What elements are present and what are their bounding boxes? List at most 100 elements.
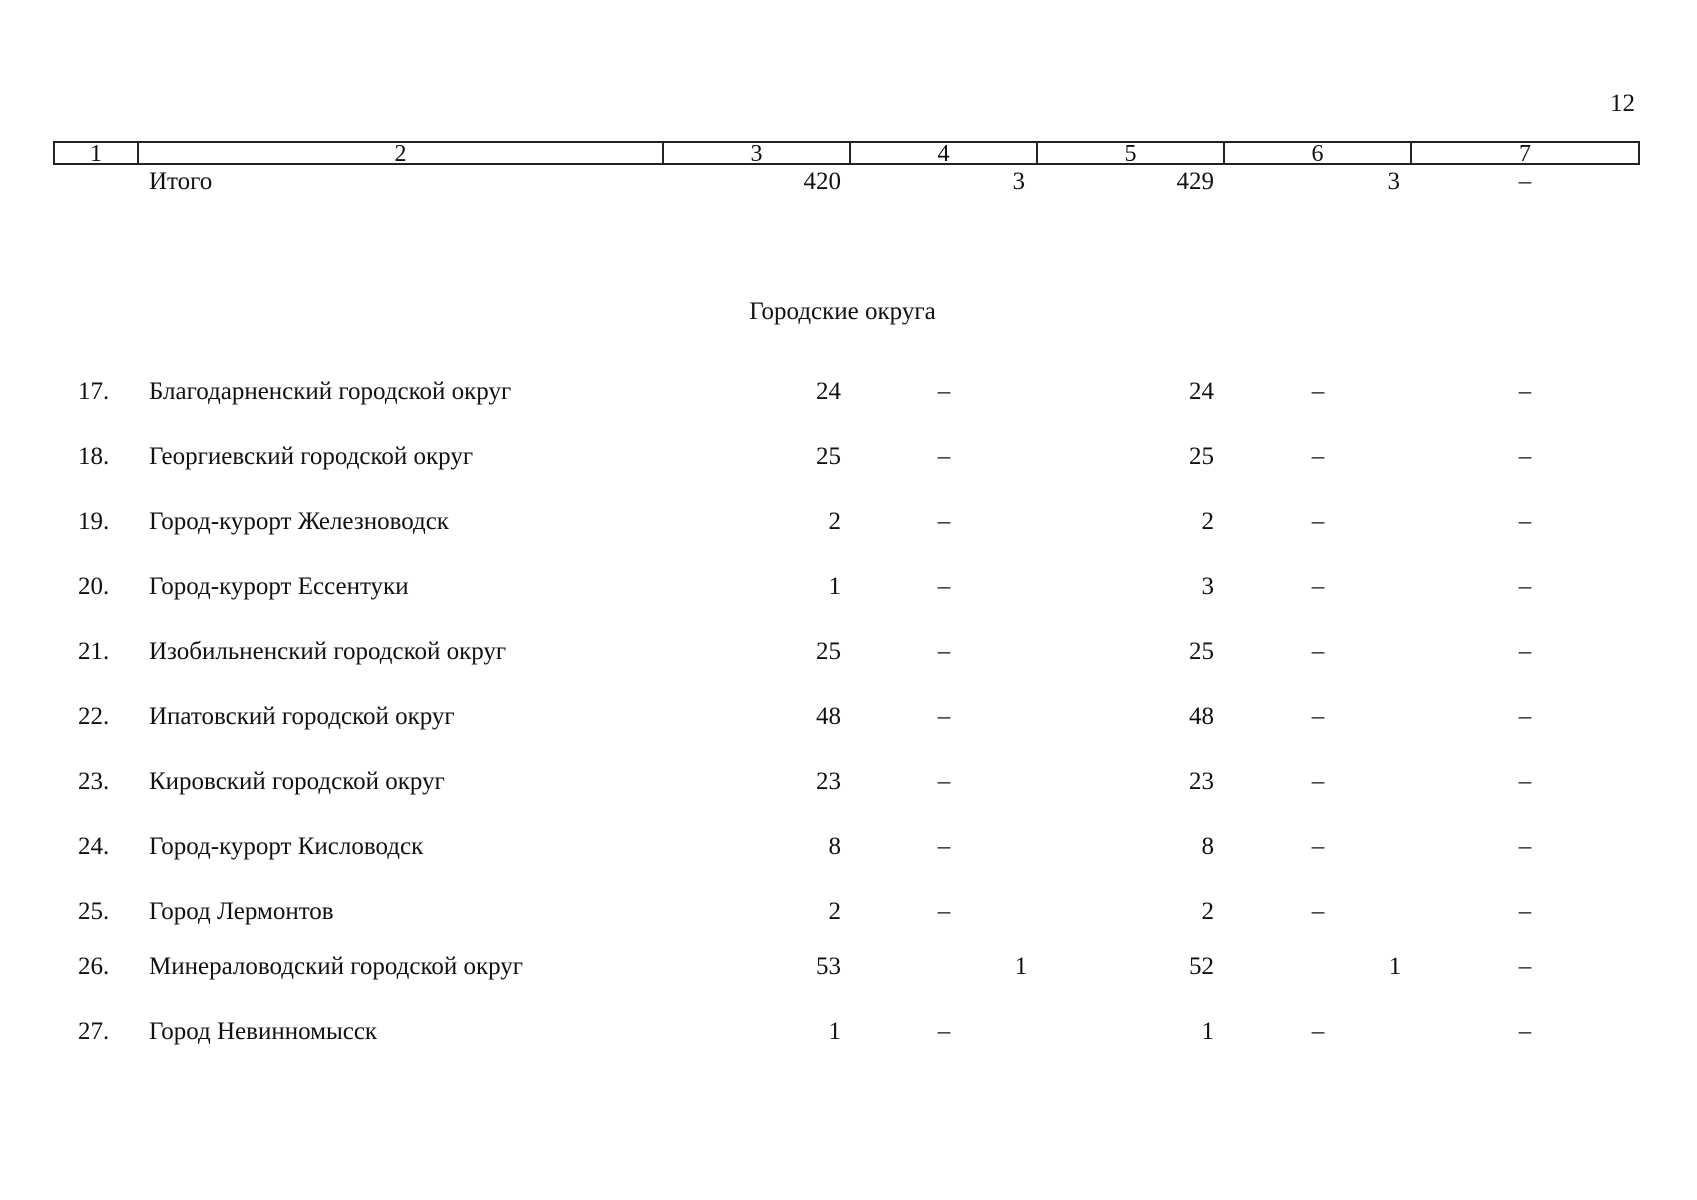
col-4-value: – xyxy=(937,703,951,730)
col-6-value: – xyxy=(1311,898,1325,925)
total-row: Итого 420 3 429 3 – xyxy=(0,168,1697,204)
col-7-value: – xyxy=(1518,898,1532,925)
municipality-name: Город Невинномысск xyxy=(149,1018,378,1045)
col-5-value: 1 xyxy=(1201,1018,1215,1045)
municipality-name: Минераловодский городской округ xyxy=(149,953,524,980)
col-5-value: 8 xyxy=(1201,833,1215,860)
col-4-value: – xyxy=(937,833,951,860)
col-5-value: 48 xyxy=(1189,703,1214,730)
col-7-value: – xyxy=(1518,508,1532,535)
row-number: 23. xyxy=(78,768,110,795)
total-label: Итого xyxy=(149,168,213,195)
col-3-value: 1 xyxy=(828,1018,842,1045)
municipality-name: Георгиевский городской округ xyxy=(149,443,474,470)
col-6-value: – xyxy=(1311,833,1325,860)
col-7-value: – xyxy=(1518,953,1532,980)
col-6-value: 1 xyxy=(1388,953,1402,980)
col-5-value: 23 xyxy=(1189,768,1214,795)
table-row: 22. Ипатовский городской округ 48 – 48 – – xyxy=(0,703,1697,739)
col-5-value: 25 xyxy=(1189,638,1214,665)
col-5-value: 24 xyxy=(1189,378,1214,405)
row-number: 25. xyxy=(78,898,110,925)
col-6-value: – xyxy=(1311,1018,1325,1045)
municipality-name: Изобильненский городской округ xyxy=(149,638,507,665)
col-7-value: – xyxy=(1518,703,1532,730)
header-cell-5: 5 xyxy=(1038,142,1225,166)
header-cell-7: 7 xyxy=(1519,141,1531,167)
table-row: 23. Кировский городской округ 23 – 23 – – xyxy=(0,768,1697,804)
row-number: 21. xyxy=(78,638,110,665)
row-number: 27. xyxy=(78,1018,110,1045)
col-7-value: – xyxy=(1518,768,1532,795)
col-4-value: – xyxy=(937,768,951,795)
total-col-3: 420 xyxy=(803,168,842,195)
section-title: Городские округа xyxy=(0,298,1697,326)
header-cell-6: 6 xyxy=(1225,142,1412,166)
col-7-value: – xyxy=(1518,1018,1532,1045)
header-cell-2: 2 xyxy=(139,142,664,166)
col-4-value: – xyxy=(937,898,951,925)
col-7-value: – xyxy=(1518,443,1532,470)
col-3-value: 25 xyxy=(816,443,841,470)
row-number: 18. xyxy=(78,443,110,470)
col-4-value: – xyxy=(937,443,951,470)
col-3-value: 48 xyxy=(816,703,841,730)
col-3-value: 8 xyxy=(828,833,842,860)
total-col-5: 429 xyxy=(1176,168,1215,195)
col-6-value: – xyxy=(1311,443,1325,470)
col-3-value: 23 xyxy=(816,768,841,795)
table-row: 17. Благодарненский городской округ 24 – 24 –… xyxy=(0,378,1697,414)
municipality-name: Благодарненский городской округ xyxy=(149,378,512,405)
col-6-value: – xyxy=(1311,573,1325,600)
table-row: 20. Город-курорт Ессентуки 1 – 3 – – xyxy=(0,573,1697,609)
col-6-value: – xyxy=(1311,508,1325,535)
total-col-6: 3 xyxy=(1387,168,1401,195)
table-row: 27. Город Невинномысск 1 – 1 – – xyxy=(0,1018,1697,1054)
col-4-value: – xyxy=(937,378,951,405)
total-col-4: 3 xyxy=(1012,168,1026,195)
col-6-value: – xyxy=(1311,768,1325,795)
col-5-value: 25 xyxy=(1189,443,1214,470)
row-number: 26. xyxy=(78,953,110,980)
row-number: 24. xyxy=(78,833,110,860)
municipality-name: Город-курорт Кисловодск xyxy=(149,833,424,860)
col-6-value: – xyxy=(1311,638,1325,665)
col-5-value: 52 xyxy=(1189,953,1214,980)
table-row: 21. Изобильненский городской округ 25 – 25 – – xyxy=(0,638,1697,674)
municipality-name: Ипатовский городской округ xyxy=(149,703,455,730)
col-4-value: – xyxy=(937,638,951,665)
col-7-value: – xyxy=(1518,573,1532,600)
col-7-value: – xyxy=(1518,638,1532,665)
col-3-value: 2 xyxy=(828,508,842,535)
section-title-text: Городские округа xyxy=(749,298,936,325)
col-3-value: 53 xyxy=(816,953,841,980)
col-5-value: 2 xyxy=(1201,898,1215,925)
col-3-value: 25 xyxy=(816,638,841,665)
column-number-header: 1 2 3 4 5 6 7 xyxy=(53,141,1640,167)
col-5-value: 2 xyxy=(1201,508,1215,535)
table-row: 18. Георгиевский городской округ 25 – 25 – – xyxy=(0,443,1697,479)
col-3-value: 2 xyxy=(828,898,842,925)
table-row: 24. Город-курорт Кисловодск 8 – 8 – – xyxy=(0,833,1697,869)
table-row: 19. Город-курорт Железноводск 2 – 2 – – xyxy=(0,508,1697,544)
table-row: 26. Минераловодский городской округ 53 1 52 1… xyxy=(0,953,1697,989)
municipality-name: Кировский городской округ xyxy=(149,768,445,795)
col-4-value: 1 xyxy=(1014,953,1028,980)
col-5-value: 3 xyxy=(1201,573,1215,600)
municipality-name: Город-курорт Ессентуки xyxy=(149,573,409,600)
municipality-name: Город Лермонтов xyxy=(149,898,334,925)
municipality-name: Город-курорт Железноводск xyxy=(149,508,449,535)
page-number: 12 xyxy=(1610,90,1635,117)
table-row: 25. Город Лермонтов 2 – 2 – – xyxy=(0,898,1697,934)
col-6-value: – xyxy=(1311,703,1325,730)
col-4-value: – xyxy=(937,508,951,535)
col-7-value: – xyxy=(1518,378,1532,405)
col-3-value: 1 xyxy=(828,573,842,600)
col-3-value: 24 xyxy=(816,378,841,405)
row-number: 20. xyxy=(78,573,110,600)
col-6-value: – xyxy=(1311,378,1325,405)
col-7-value: – xyxy=(1518,833,1532,860)
header-cell-4: 4 xyxy=(851,142,1038,166)
row-number: 19. xyxy=(78,508,110,535)
total-col-7: – xyxy=(1518,168,1532,195)
